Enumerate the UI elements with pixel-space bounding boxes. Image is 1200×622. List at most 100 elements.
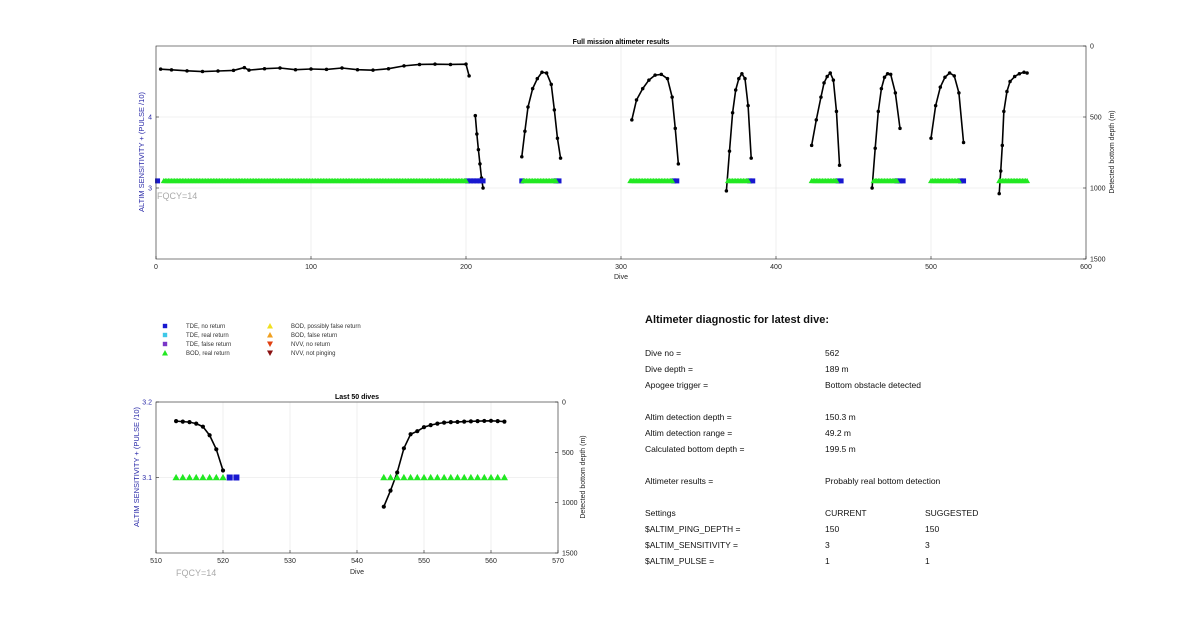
legend-triangle-down-icon [267,341,273,347]
top-tde-marker [474,178,480,184]
top-depth-point [1002,109,1006,114]
legend-item: NVV, not pinging [267,350,335,357]
top-depth-point [386,66,391,71]
bottom-bod-marker [380,473,388,481]
bottom-x-tick-label: 570 [552,558,564,565]
top-depth-line [930,72,965,143]
top-depth-point [1005,89,1009,94]
diagnostic-label: Altim detection depth = [645,412,732,422]
top-depth-point [523,129,527,133]
top-depth-point [659,72,664,77]
bottom-bod-marker [467,473,475,481]
bottom-depth-point [415,429,420,434]
top-depth-line [998,71,1028,194]
settings-current: 150 [825,524,840,534]
bottom-depth-point [401,446,406,451]
top-tde-marker [961,178,967,184]
top-y-left-label: ALTIM SENSITIVITY + (PULSE /10) [137,92,146,212]
settings-header: Settings [645,508,676,518]
bottom-bod-marker [500,473,508,481]
bottom-depth-point [381,504,386,509]
bottom-bod-marker [427,473,435,481]
bottom-depth-point [187,420,192,425]
top-depth-point [247,68,251,72]
top-depth-point [231,68,236,73]
bottom-bod-marker [179,473,187,481]
bottom-bod-marker [407,473,415,481]
top-depth-point [158,67,163,71]
top-tde-marker [471,178,477,184]
diagnostic-row: Apogee trigger = Bottom obstacle detecte… [645,380,1185,392]
diagnostic-value: Bottom obstacle detected [825,380,921,390]
top-depth-point [169,68,174,72]
top-depth-point [737,76,741,81]
bottom-bod-marker [185,473,194,481]
bottom-y-right-tick-label: 0 [562,400,566,407]
bottom-depth-point [194,421,199,426]
bottom-depth-point [408,432,413,437]
top-x-tick-label: 200 [460,264,472,271]
top-depth-point [947,71,952,75]
diagnostic-row: Calculated bottom depth = 199.5 m [645,444,1185,456]
bottom-bod-marker [474,473,482,481]
bottom-y-right-tick-label: 1500 [562,551,578,558]
bottom-annotation: FQCY=14 [176,568,216,578]
settings-row: $ALTIM_SENSITIVITY = 3 3 [645,540,1185,552]
diagnostic-label: Apogee trigger = [645,380,709,390]
bottom-tde-marker [233,474,240,481]
bottom-depth-point [502,419,507,424]
top-depth-point [873,146,877,150]
settings-header-row: Settings CURRENT SUGGESTED [645,508,1185,520]
top-depth-point [549,82,553,87]
top-depth-point [730,110,735,115]
legend-item: TDE, real return [162,332,229,339]
bottom-x-tick-label: 530 [284,558,296,565]
legend-item: BOD, real return [162,350,230,357]
top-depth-point [952,74,956,78]
top-bod-marker [552,177,559,184]
top-depth-point [262,66,267,71]
bottom-bod-marker [413,473,421,481]
bottom-depth-point [482,418,487,424]
top-depth-point [822,81,826,85]
top-depth-point [476,147,481,152]
legend-triangle-up-icon [267,323,273,329]
top-depth-point [185,69,189,73]
legend-item: TDE, no return [162,323,225,330]
top-depth-point [961,140,966,145]
settings-suggested: 3 [925,540,930,550]
diagnostic-value: 150.3 m [825,412,856,422]
top-depth-point [746,103,750,108]
top-depth-point [473,113,478,118]
legend-label: NVV, no return [291,342,330,348]
bottom-bod-marker [172,473,180,481]
settings-row: $ALTIM_PING_DEPTH = 150 150 [645,524,1185,536]
top-x-tick-label: 0 [154,264,158,271]
top-depth-point [673,126,677,131]
settings-current: 1 [825,556,830,566]
top-tde-marker [480,178,486,184]
top-depth-point [555,136,560,141]
top-depth-point [1025,71,1029,75]
top-y-left-tick-label: 4 [148,115,152,122]
top-depth-point [540,70,544,75]
bottom-bod-marker [219,473,227,481]
top-depth-point [1012,74,1017,79]
bottom-bod-marker [460,473,468,481]
top-depth-point [749,156,753,160]
top-bod-marker [893,177,900,184]
top-tde-marker [468,178,474,184]
bottom-depth-point [421,425,427,430]
diagnostic-value: 199.5 m [825,444,856,454]
top-depth-point [402,64,406,68]
legend-label: BOD, possibly false return [291,324,361,330]
bottom-depth-point [455,419,460,425]
top-depth-point [929,136,933,141]
settings-row: $ALTIM_PULSE = 1 1 [645,556,1185,568]
legend-label: TDE, real return [186,333,229,339]
settings-header-current: CURRENT [825,508,867,518]
top-depth-point [475,132,479,136]
bottom-depth-point [488,418,494,423]
diagnostic-label: Altim detection range = [645,428,733,438]
top-depth-point [727,149,732,153]
